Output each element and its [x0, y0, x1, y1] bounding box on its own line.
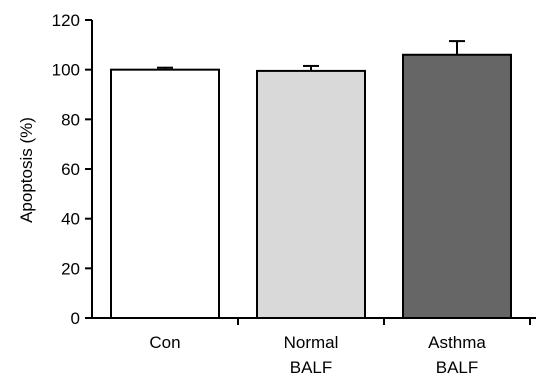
- y-tick-label: 40: [61, 210, 80, 229]
- x-category-label: Con: [149, 333, 180, 352]
- y-tick-label: 60: [61, 160, 80, 179]
- y-tick-label: 100: [52, 61, 80, 80]
- y-ticks: 0 20 40 60 80 100 120: [52, 11, 92, 328]
- bars: [110, 40, 512, 320]
- x-category-label: BALF: [290, 358, 333, 377]
- x-category-labels: Con Normal BALF Asthma BALF: [149, 333, 486, 377]
- y-axis-title: Apoptosis (%): [17, 117, 36, 223]
- bar: [256, 69, 366, 319]
- y-tick-label: 120: [52, 11, 80, 30]
- x-category-label: Normal: [284, 333, 339, 352]
- y-tick-label: 20: [61, 259, 80, 278]
- bar: [110, 68, 220, 319]
- y-tick-label: 80: [61, 110, 80, 129]
- y-tick-label: 0: [71, 309, 80, 328]
- bar: [402, 53, 512, 320]
- x-category-label: BALF: [436, 358, 479, 377]
- x-category-label: Asthma: [428, 333, 486, 352]
